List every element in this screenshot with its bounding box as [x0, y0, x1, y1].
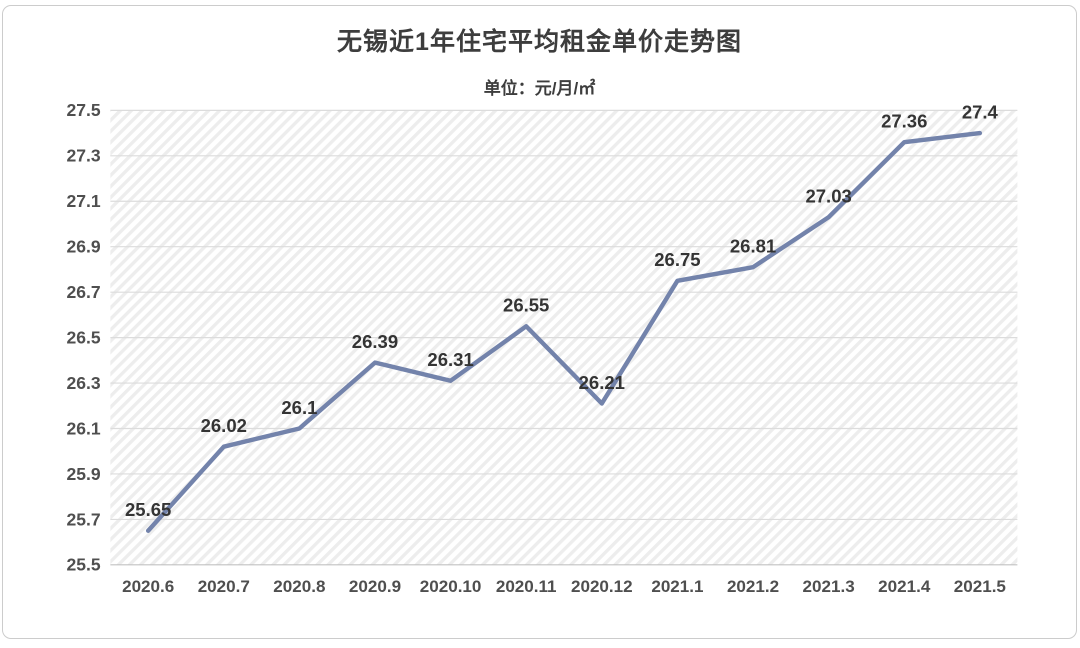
data-point-label: 26.75: [654, 249, 700, 270]
data-point-label: 27.4: [962, 101, 999, 122]
x-tick-label: 2020.12: [571, 577, 633, 596]
y-tick-label: 26.9: [66, 237, 100, 257]
data-point-label: 25.65: [125, 499, 171, 520]
data-point-label: 26.55: [503, 295, 549, 316]
rent-price-trend-line: [145, 130, 983, 533]
x-tick-label: 2020.10: [420, 577, 482, 596]
chart-subtitle: 单位：元/月/㎡: [483, 79, 596, 98]
data-point-label: 26.02: [201, 415, 247, 436]
y-tick-label: 26.3: [66, 373, 100, 393]
data-point-label: 27.36: [881, 111, 927, 132]
y-tick-label: 27.3: [66, 146, 100, 166]
chart-card: 无锡近1年住宅平均租金单价走势图 单位：元/月/㎡ 25.5 25.7 25.9 26…: [2, 5, 1077, 639]
y-tick-label: 27.1: [66, 191, 100, 211]
line-chart-plot-area: 25.5 25.7 25.9 26.1 26.3 26.5 26.7 26.9 27.1 27.3…: [66, 100, 1018, 596]
x-tick-label: 2020.6: [122, 577, 174, 596]
data-point-label: 26.39: [352, 331, 398, 352]
y-tick-label: 26.5: [66, 327, 100, 347]
x-tick-label: 2021.2: [727, 577, 779, 596]
y-tick-label: 25.7: [66, 509, 100, 529]
x-tick-label: 2020.7: [198, 577, 250, 596]
x-tick-label: 2020.9: [349, 577, 401, 596]
data-point-label: 27.03: [805, 186, 851, 207]
x-tick-label: 2020.11: [496, 577, 557, 596]
x-tick-label: 2021.1: [651, 577, 703, 596]
x-tick-label: 2021.3: [803, 577, 855, 596]
x-tick-label: 2021.4: [878, 577, 931, 596]
x-tick-label: 2020.8: [273, 577, 325, 596]
x-tick-label: 2021.5: [954, 577, 1006, 596]
chart-title: 无锡近1年住宅平均租金单价走势图: [337, 28, 742, 56]
y-tick-label: 26.7: [66, 282, 100, 302]
data-point-label: 26.31: [427, 349, 473, 370]
y-tick-label: 27.5: [66, 100, 100, 120]
y-tick-label: 25.9: [66, 464, 100, 484]
y-tick-label: 25.5: [66, 555, 100, 575]
data-point-label: 26.81: [730, 236, 776, 257]
y-tick-label: 26.1: [66, 418, 100, 438]
data-point-label: 26.21: [579, 372, 625, 393]
data-point-label: 26.1: [281, 397, 317, 418]
